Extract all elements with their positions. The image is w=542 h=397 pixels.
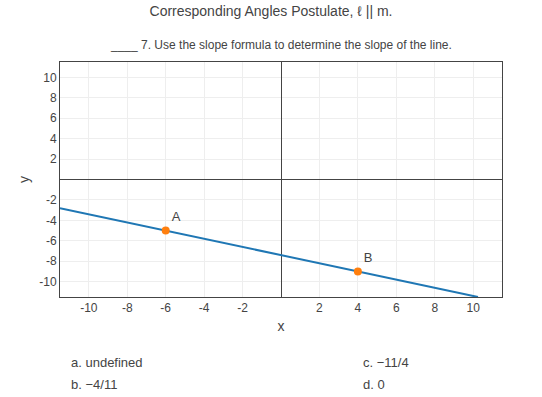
svg-text:-6: -6 bbox=[160, 301, 171, 315]
svg-text:-6: -6 bbox=[46, 234, 57, 248]
svg-text:Corresponding Angles Postulate: Corresponding Angles Postulate, ℓ || m. bbox=[150, 3, 393, 19]
svg-text:4: 4 bbox=[50, 132, 57, 146]
svg-text:-2: -2 bbox=[46, 193, 57, 207]
svg-text:b. −4/11: b. −4/11 bbox=[71, 377, 117, 392]
svg-text:-10: -10 bbox=[39, 275, 57, 289]
svg-text:-8: -8 bbox=[46, 254, 57, 268]
svg-text:-4: -4 bbox=[46, 214, 57, 228]
svg-text:6: 6 bbox=[393, 301, 400, 315]
svg-text:8: 8 bbox=[431, 301, 438, 315]
svg-text:4: 4 bbox=[355, 301, 362, 315]
svg-text:-4: -4 bbox=[199, 301, 210, 315]
svg-text:8: 8 bbox=[50, 91, 57, 105]
svg-text:c. −11/4: c. −11/4 bbox=[363, 355, 409, 370]
svg-text:10: 10 bbox=[43, 71, 57, 85]
svg-text:x: x bbox=[278, 318, 285, 334]
svg-text:y: y bbox=[16, 176, 32, 183]
svg-text:a. undefined: a. undefined bbox=[71, 355, 143, 370]
svg-text:____ 7. Use the slope formula: ____ 7. Use the slope formula to determi… bbox=[110, 38, 452, 52]
svg-text:6: 6 bbox=[50, 111, 57, 125]
svg-text:2: 2 bbox=[50, 152, 57, 166]
svg-text:10: 10 bbox=[466, 301, 480, 315]
svg-text:-8: -8 bbox=[122, 301, 133, 315]
svg-text:-10: -10 bbox=[80, 301, 98, 315]
svg-text:B: B bbox=[364, 250, 373, 265]
svg-text:2: 2 bbox=[316, 301, 323, 315]
svg-text:A: A bbox=[172, 209, 181, 224]
svg-text:-2: -2 bbox=[237, 301, 248, 315]
svg-text:d. 0: d. 0 bbox=[363, 377, 385, 392]
